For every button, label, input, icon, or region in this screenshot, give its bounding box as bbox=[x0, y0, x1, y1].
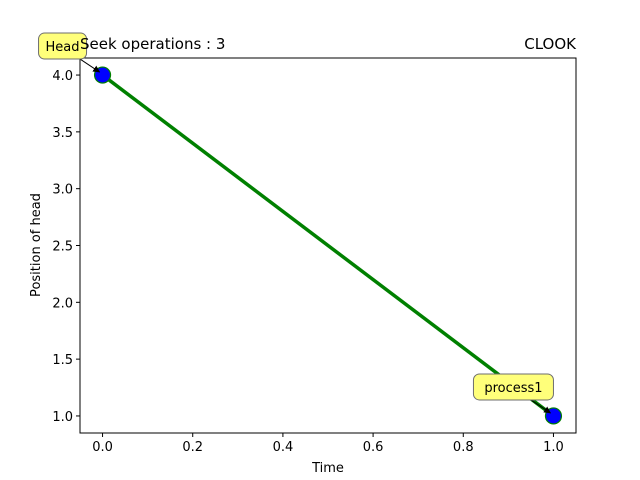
chart-title-right: CLOOK bbox=[524, 35, 577, 53]
annotation-box bbox=[38, 32, 88, 60]
y-tick-label: 2.5 bbox=[52, 240, 73, 255]
data-point bbox=[544, 407, 563, 425]
x-axis-label: Time bbox=[311, 461, 344, 476]
y-tick-label: 1.0 bbox=[52, 410, 73, 425]
annotations: Head process1 bbox=[38, 32, 554, 414]
y-axis-label: Position of head bbox=[29, 193, 44, 297]
y-tick-label: 3.5 bbox=[52, 126, 73, 141]
x-tick-label: 0.4 bbox=[273, 440, 294, 455]
x-tick-label: 0.0 bbox=[92, 440, 113, 455]
y-tick-label: 1.5 bbox=[52, 353, 73, 368]
chart-title-left: Seek operations : 3 bbox=[80, 35, 225, 53]
x-axis: 0.0 0.2 0.4 0.6 0.8 1.0 bbox=[92, 433, 564, 455]
y-tick-label: 3.0 bbox=[52, 183, 73, 198]
x-tick-label: 0.8 bbox=[453, 440, 474, 455]
y-axis: 1.0 1.5 2.0 2.5 3.0 3.5 4.0 bbox=[52, 69, 80, 425]
x-tick-label: 0.6 bbox=[363, 440, 384, 455]
y-tick-label: 2.0 bbox=[52, 296, 73, 311]
x-tick-label: 0.2 bbox=[182, 440, 203, 455]
y-tick-label: 4.0 bbox=[52, 69, 73, 84]
x-tick-label: 1.0 bbox=[543, 440, 564, 455]
annotation-label: process1 bbox=[484, 381, 542, 396]
annotation-box bbox=[472, 373, 554, 401]
series-line bbox=[101, 73, 555, 418]
data-point bbox=[93, 66, 112, 84]
annotation-label: Head bbox=[46, 40, 80, 55]
